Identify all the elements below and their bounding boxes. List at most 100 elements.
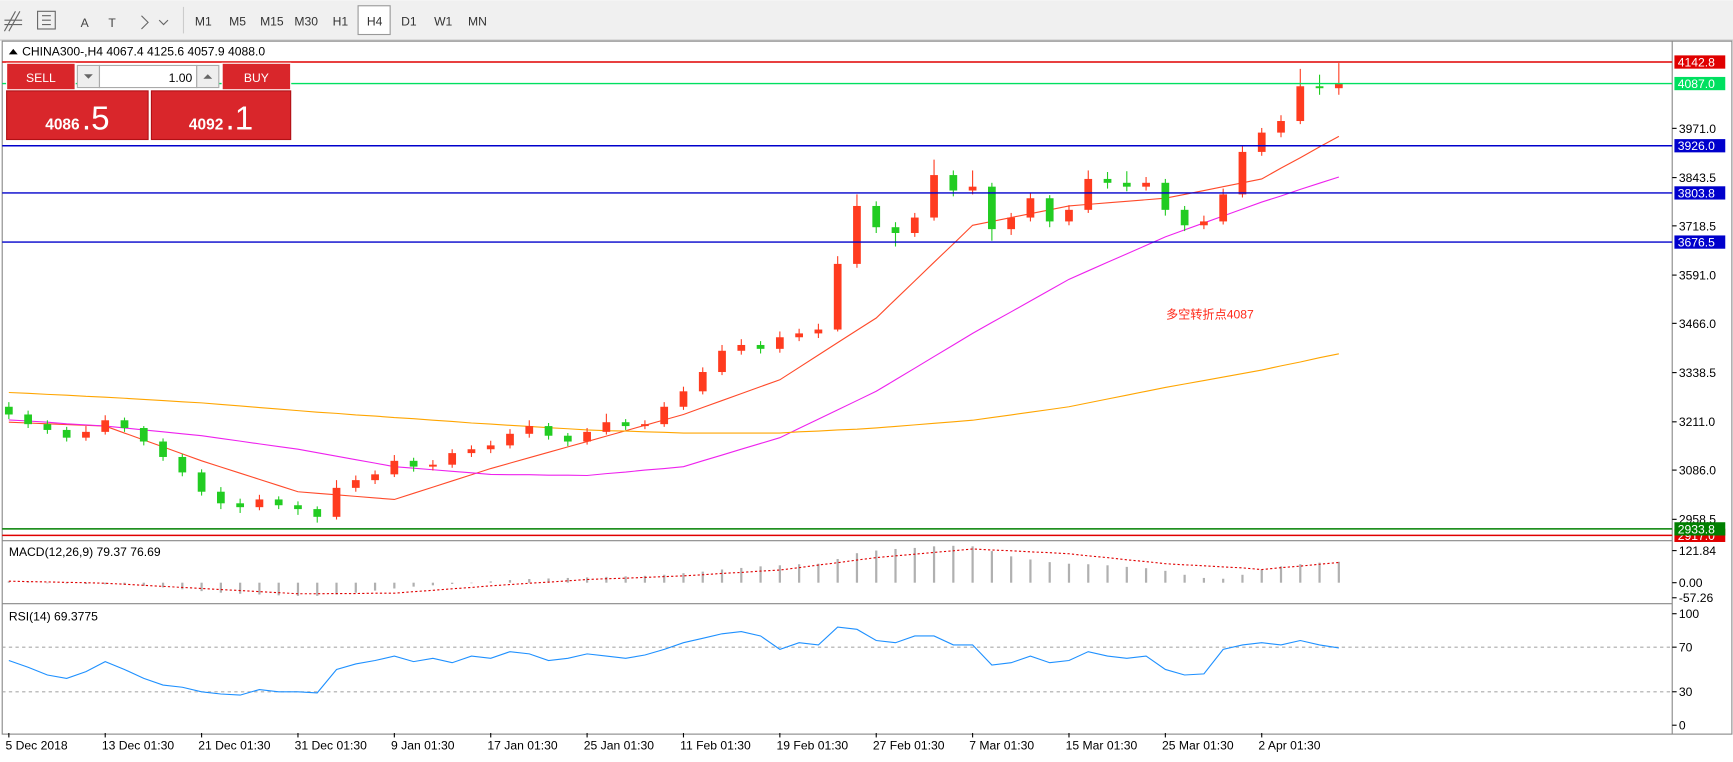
candle-body bbox=[24, 414, 32, 425]
candle-body bbox=[1200, 221, 1208, 226]
candle-body bbox=[1026, 198, 1035, 218]
collapse-arrow[interactable] bbox=[8, 48, 18, 55]
annotation: 多空转折点4087 bbox=[1166, 307, 1254, 322]
candle-body bbox=[1142, 182, 1150, 187]
macd-bar bbox=[277, 582, 280, 596]
y-tick-label: 3466.0 bbox=[1679, 317, 1716, 331]
y-tick-label: 3086.0 bbox=[1679, 464, 1716, 478]
macd-bar bbox=[990, 551, 993, 583]
sell-button[interactable] bbox=[6, 62, 76, 91]
candle-body bbox=[217, 491, 225, 504]
candle-body bbox=[236, 503, 245, 508]
level-tag bbox=[1674, 235, 1726, 249]
macd-bar bbox=[720, 569, 724, 583]
macd-bar bbox=[1125, 566, 1128, 583]
macd-bar bbox=[354, 582, 357, 593]
ask-price[interactable]: 4092.1 bbox=[189, 101, 253, 138]
candle-body bbox=[853, 205, 861, 264]
macd-bar bbox=[1029, 559, 1032, 583]
macd-bar bbox=[1337, 561, 1340, 583]
macd-bar bbox=[373, 582, 377, 591]
candle-body bbox=[698, 372, 707, 392]
buy-button[interactable] bbox=[221, 62, 292, 91]
candle-body bbox=[641, 424, 649, 427]
macd-bar bbox=[1222, 578, 1225, 583]
y-tick-label: 30 bbox=[1679, 685, 1693, 699]
bid-box[interactable] bbox=[6, 90, 149, 141]
candle-body bbox=[351, 480, 360, 488]
period-button[interactable]: H4 bbox=[367, 15, 383, 29]
candle-body bbox=[1084, 178, 1093, 210]
fibo-icon[interactable] bbox=[3, 11, 23, 32]
candle-body bbox=[891, 227, 900, 234]
candle-body bbox=[159, 441, 167, 457]
x-tick-label: 7 Mar 01:30 bbox=[969, 739, 1034, 753]
y-tick-label: 3843.5 bbox=[1679, 171, 1716, 185]
candle-body bbox=[1007, 217, 1016, 230]
macd-bar bbox=[585, 577, 589, 583]
period-button[interactable]: M15 bbox=[260, 15, 284, 29]
x-tick-label: 19 Feb 01:30 bbox=[777, 739, 849, 753]
candle-body bbox=[43, 424, 52, 430]
macd-bar bbox=[1164, 570, 1167, 583]
macd-bar bbox=[296, 582, 300, 596]
macd-bar bbox=[200, 582, 203, 592]
period-button[interactable]: M30 bbox=[294, 15, 318, 29]
level-tag bbox=[1674, 522, 1726, 536]
candle-body bbox=[621, 422, 630, 427]
shapes-icon[interactable] bbox=[141, 15, 169, 30]
candle-body bbox=[756, 344, 765, 349]
candle-body bbox=[949, 175, 958, 191]
ask-box[interactable] bbox=[150, 90, 292, 141]
candle-body bbox=[1180, 209, 1189, 226]
text-tool[interactable]: A bbox=[81, 16, 90, 30]
candle-body bbox=[467, 449, 476, 454]
candle-body bbox=[930, 175, 938, 218]
grid-icon[interactable] bbox=[37, 10, 56, 30]
candle-body bbox=[197, 472, 206, 492]
period-button[interactable]: MN bbox=[468, 15, 487, 29]
y-tick-label: 70 bbox=[1679, 641, 1693, 655]
x-tick-label: 21 Dec 01:30 bbox=[198, 739, 270, 753]
period-button[interactable]: M1 bbox=[195, 15, 212, 29]
macd-bar bbox=[855, 553, 859, 583]
candle-body bbox=[313, 509, 322, 517]
candle-body bbox=[988, 186, 996, 230]
period-button[interactable]: M5 bbox=[229, 15, 246, 29]
macd-bar bbox=[1010, 556, 1013, 583]
candle-body bbox=[1238, 151, 1247, 195]
macd-bar bbox=[740, 567, 743, 583]
candle-body bbox=[775, 337, 784, 349]
label-tool[interactable]: T bbox=[108, 16, 116, 30]
chart-header: CHINA300-,H4 4067.4 4125.6 4057.9 4088.0 bbox=[22, 45, 265, 59]
level-label: 4087.0 bbox=[1678, 77, 1715, 91]
candle-body bbox=[718, 350, 726, 373]
x-tick-label: 11 Feb 01:30 bbox=[680, 739, 751, 753]
macd-bar bbox=[528, 578, 531, 583]
ask-frac: .1 bbox=[226, 101, 254, 138]
rsi-line bbox=[8, 626, 1339, 696]
bid-price[interactable]: 4086.5 bbox=[45, 101, 109, 138]
period-button[interactable]: D1 bbox=[401, 15, 417, 29]
macd-bar bbox=[1106, 565, 1109, 583]
y-tick-label: 3211.0 bbox=[1679, 415, 1715, 429]
macd-bar bbox=[258, 582, 261, 595]
macd-bar bbox=[875, 550, 878, 583]
sell-label[interactable]: SELL bbox=[26, 71, 56, 85]
level-tag bbox=[1674, 186, 1726, 200]
candle-body bbox=[101, 420, 110, 432]
drawing-tools[interactable] bbox=[3, 6, 185, 34]
macd-bar bbox=[894, 548, 897, 583]
macd-bar bbox=[1279, 566, 1283, 583]
moving-average bbox=[8, 135, 1340, 501]
macd-bar bbox=[1241, 574, 1244, 583]
candle-body bbox=[1334, 83, 1343, 89]
lot-value[interactable]: 1.00 bbox=[169, 71, 193, 85]
level-tag bbox=[1674, 76, 1726, 91]
buy-label[interactable]: BUY bbox=[244, 71, 269, 85]
period-button[interactable]: H1 bbox=[333, 15, 349, 29]
candle-body bbox=[371, 474, 379, 481]
period-button[interactable]: W1 bbox=[434, 15, 452, 29]
macd-bar bbox=[431, 582, 435, 586]
period-selected[interactable] bbox=[357, 5, 391, 36]
